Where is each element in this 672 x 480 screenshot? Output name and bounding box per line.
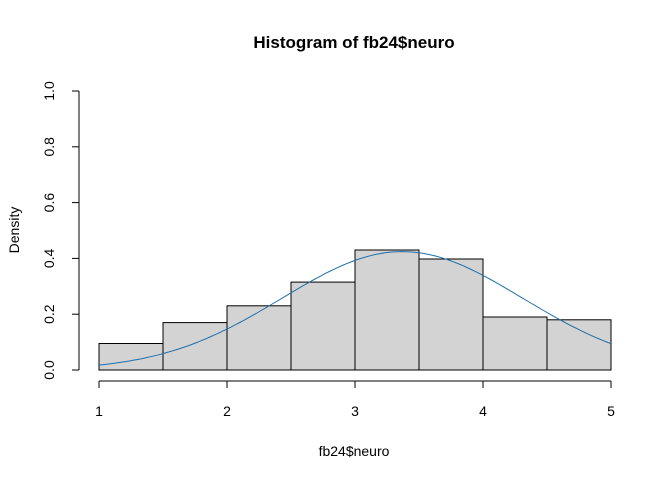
x-tick-label: 3 [351,403,359,419]
density-curve [98,251,612,366]
y-axis-label: Density [6,207,22,254]
histogram-bar [482,316,548,371]
histogram-bar [354,249,420,371]
x-tick-label: 4 [479,403,487,419]
histogram-bars [98,249,612,371]
y-tick-label: 0.4 [41,248,57,268]
chart-title: Histogram of fb24$neuro [253,33,454,52]
y-tick-label: 0.2 [41,304,57,324]
x-tick-label: 1 [95,403,103,419]
x-tick-label: 2 [223,403,231,419]
histogram-bar [98,343,164,371]
y-tick-label: 0.6 [41,193,57,213]
y-tick-label: 1.0 [41,81,57,101]
histogram-bar [226,305,292,371]
histogram-bar [162,322,228,371]
histogram-bar [418,258,484,371]
histogram-bar [546,319,612,371]
x-axis-label: fb24$neuro [319,443,390,459]
y-tick-label: 0.0 [41,360,57,380]
y-axis: 0.0 0.2 0.4 0.6 0.8 1.0 [41,81,80,380]
histogram-bar [290,281,356,371]
y-tick-label: 0.8 [41,137,57,157]
x-axis: 1 2 3 4 5 [95,380,615,419]
x-tick-label: 5 [607,403,615,419]
